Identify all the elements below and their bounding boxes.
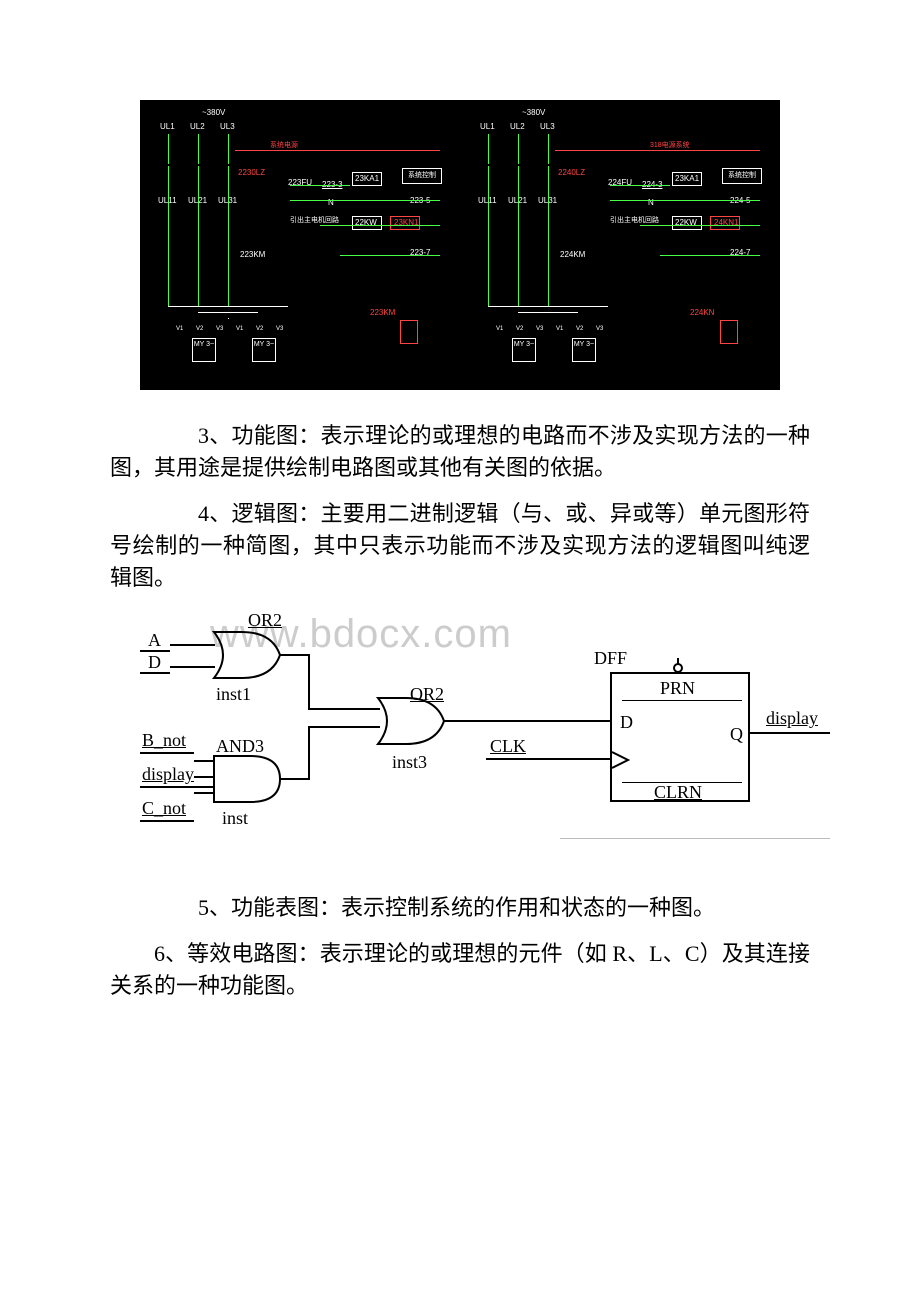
motor-left-1: MY 3~ [192,338,216,362]
logic-gate-diagram: OR2 A D inst1 B_not display C_not AND3 i… [140,608,840,878]
input-d: D [148,652,161,673]
box-label-top-r: 318电源系统 [650,140,690,150]
km-right: 224KM [560,250,585,259]
voltage-label-r: ~380V [522,108,545,117]
prn-bubble-icon [672,658,684,674]
prn-label: PRN [660,678,695,699]
dff-box: PRN D Q CLRN [610,672,750,802]
motor-left-2: MY 3~ [252,338,276,362]
km-left: 223KM [240,250,265,259]
red-km-right: 224KN [690,308,714,317]
paragraph-5: 5、功能表图：表示控制系统的作用和状态的一种图。 [110,892,810,924]
phase-ul1-r: UL1 [480,122,495,131]
input-a: A [148,630,161,651]
row2-label-left: 引出主电机回路 [290,215,339,225]
inst3-label: inst3 [392,752,427,773]
input-display: display [142,764,194,785]
clrn-label: CLRN [654,782,702,803]
paragraph-3: 3、功能图：表示理论的或理想的电路而不涉及实现方法的一种图，其用途是提供绘制电路… [110,420,810,484]
d-pin-label: D [620,712,633,733]
red-km-left: 223KM [370,308,395,317]
or-gate-2-icon [376,696,446,746]
motor-right-2: MY 3~ [572,338,596,362]
phase-ul3: UL3 [220,122,235,131]
phase-ul3-r: UL3 [540,122,555,131]
display-output: display [766,708,818,729]
box-label-top: 系统电源 [270,140,298,150]
circuit-right-panel: ~380V UL1 UL2 UL3 318电源系统 2240LZ 224FU 2… [460,100,780,390]
inst-label: inst [222,808,248,829]
fuse-breaker-left: 2230LZ [238,168,265,177]
motor-label: MY 3~ [254,341,274,348]
row2-label-right: 引出主电机回路 [610,215,659,225]
motor-right-1: MY 3~ [512,338,536,362]
paragraph-6: 6、等效电路图：表示理论的或理想的元件（如 R、L、C）及其连接关系的一种功能图… [110,938,810,1002]
inst1-label: inst1 [216,684,251,705]
voltage-label: ~380V [202,108,225,117]
motor-label: MY 3~ [194,341,214,348]
phase-ul1: UL1 [160,122,175,131]
paragraph-4: 4、逻辑图：主要用二进制逻辑（与、或、异或等）单元图形符号绘制的一种简图，其中只… [110,498,810,594]
fuse-breaker-right: 2240LZ [558,168,585,177]
motor-label: MY 3~ [514,341,534,348]
circuit-left-panel: ~380V UL1 UL2 UL3 系统电源 2230LZ 223FU 223-… [140,100,460,390]
clk-label: CLK [490,736,526,757]
and-gate-icon [212,754,282,804]
clock-triangle-icon [612,750,632,770]
q-pin-label: Q [730,724,743,745]
dff-label: DFF [594,648,627,669]
or-gate-1-icon [212,630,282,680]
phase-ul2-r: UL2 [510,122,525,131]
or2-label-1: OR2 [248,610,282,631]
electrical-circuit-diagram: ~380V UL1 UL2 UL3 系统电源 2230LZ 223FU 223-… [140,100,780,390]
motor-label: MY 3~ [574,341,594,348]
input-b-not: B_not [142,730,186,751]
input-c-not: C_not [142,798,186,819]
phase-ul2: UL2 [190,122,205,131]
